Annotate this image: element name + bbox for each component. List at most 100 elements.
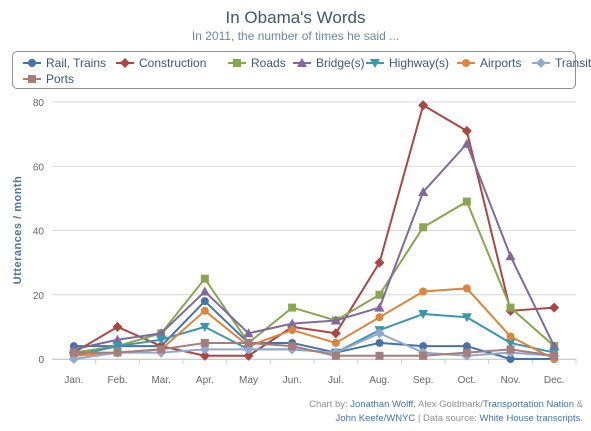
legend-label: Bridge(s) <box>316 56 365 70</box>
data-point-construction[interactable] <box>330 328 341 339</box>
series-line-rail-trains[interactable] <box>73 300 555 360</box>
data-point-ports[interactable] <box>244 338 253 347</box>
x-tick-label: Jun. <box>283 375 302 386</box>
legend-label: Rail, Trains <box>46 56 107 70</box>
legend-marker-icon[interactable] <box>462 59 470 67</box>
data-point-ports[interactable] <box>113 348 122 357</box>
legend-symbol-icon <box>228 59 246 67</box>
data-point-airports[interactable] <box>288 326 297 335</box>
data-point-highway-s[interactable] <box>461 313 472 323</box>
legend-marker-icon[interactable] <box>233 59 241 67</box>
x-tick-label: Oct. <box>458 375 476 386</box>
legend-marker-icon[interactable] <box>370 59 380 68</box>
legend-symbol-icon <box>293 58 311 67</box>
data-point-airports[interactable] <box>200 306 209 315</box>
data-point-airports[interactable] <box>331 338 340 347</box>
grid-lines <box>52 101 576 360</box>
data-point-construction[interactable] <box>549 302 560 313</box>
data-point-bridge-s[interactable] <box>549 341 560 351</box>
legend-marker-icon[interactable] <box>297 58 307 67</box>
data-point-ports[interactable] <box>200 338 209 347</box>
series-line-bridge-s[interactable] <box>73 142 556 351</box>
data-point-bridge-s[interactable] <box>330 315 341 325</box>
data-point-ports[interactable] <box>419 351 428 360</box>
data-point-bridge-s[interactable] <box>156 328 167 338</box>
data-point-roads[interactable] <box>462 197 471 206</box>
data-point-highway-s[interactable] <box>156 335 167 345</box>
credits-org1-link[interactable]: Transportation Nation <box>483 399 575 410</box>
data-point-ports[interactable] <box>288 342 297 351</box>
legend-symbol-icon <box>116 58 134 68</box>
data-point-transit[interactable] <box>374 328 385 339</box>
data-point-construction[interactable] <box>461 125 472 136</box>
data-point-roads[interactable] <box>419 223 428 232</box>
data-point-bridge-s[interactable] <box>461 138 472 148</box>
data-point-roads[interactable] <box>288 303 297 312</box>
data-point-ports[interactable] <box>462 348 471 357</box>
data-point-construction[interactable] <box>243 350 254 361</box>
data-point-ports[interactable] <box>331 351 340 360</box>
x-tick-label: Mar. <box>151 375 170 386</box>
data-point-highway-s[interactable] <box>418 310 429 320</box>
credits-end: . <box>580 413 583 424</box>
y-tick-label: 40 <box>33 227 45 238</box>
x-tick-label: Nov. <box>501 375 521 386</box>
data-point-rail-trains[interactable] <box>375 338 384 347</box>
data-point-highway-s[interactable] <box>199 322 210 332</box>
data-point-construction[interactable] <box>199 350 210 361</box>
data-point-ports[interactable] <box>506 345 515 354</box>
data-point-bridge-s[interactable] <box>112 334 123 344</box>
legend-symbol-icon <box>23 59 41 67</box>
credits-author1-link[interactable]: Jonathan Wolff <box>350 399 414 410</box>
credits-sep1: , Alex Goldmark/ <box>413 399 483 410</box>
legend-label: Transit <box>555 56 591 70</box>
data-point-bridge-s[interactable] <box>199 286 210 296</box>
series-line-ports[interactable] <box>73 341 555 357</box>
data-point-bridge-s[interactable] <box>243 328 254 338</box>
data-point-ports[interactable] <box>69 348 78 357</box>
legend-marker-icon[interactable] <box>536 58 546 68</box>
data-point-airports[interactable] <box>375 313 384 322</box>
legend: Rail, Trains Construction Roads Bridge(s) Hi… <box>12 51 591 89</box>
legend-marker-icon[interactable] <box>120 58 130 68</box>
y-tick-label: 60 <box>33 162 45 173</box>
data-point-bridge-s[interactable] <box>505 251 516 261</box>
credits-author2-link[interactable]: John Keefe/WNYC <box>335 413 416 424</box>
data-point-construction[interactable] <box>418 100 429 111</box>
y-tick-label: 20 <box>33 291 45 302</box>
data-point-bridge-s[interactable] <box>418 186 429 196</box>
data-point-bridge-s[interactable] <box>374 302 385 312</box>
data-point-ports[interactable] <box>550 351 559 360</box>
chart-title: In Obama's Words <box>225 8 366 27</box>
legend-marker-icon[interactable] <box>28 75 36 83</box>
x-tick-label: May <box>239 375 258 386</box>
y-axis-ticks: 0 20 40 60 80 <box>33 98 45 366</box>
legend-symbol-icon <box>366 59 384 68</box>
data-point-bridge-s[interactable] <box>287 318 298 328</box>
data-point-ports[interactable] <box>157 345 166 354</box>
credits-source-link[interactable]: White House transcripts <box>479 413 581 424</box>
legend-marker-icon[interactable] <box>28 59 36 67</box>
series-line-roads[interactable] <box>73 200 555 354</box>
data-point-airports[interactable] <box>462 284 471 293</box>
x-tick-label: Apr. <box>196 375 214 386</box>
data-point-rail-trains[interactable] <box>462 342 471 351</box>
data-point-airports[interactable] <box>419 287 428 296</box>
data-point-roads[interactable] <box>375 290 384 299</box>
data-point-construction[interactable] <box>112 321 123 332</box>
data-point-construction[interactable] <box>374 257 385 268</box>
y-tick-label: 0 <box>38 355 44 366</box>
data-point-rail-trains[interactable] <box>419 342 428 351</box>
data-point-ports[interactable] <box>375 351 384 360</box>
data-point-roads[interactable] <box>200 274 209 283</box>
data-point-rail-trains[interactable] <box>506 355 515 363</box>
data-point-rail-trains[interactable] <box>200 297 209 306</box>
data-point-highway-s[interactable] <box>112 342 123 352</box>
x-tick-label: Jul. <box>328 375 344 386</box>
data-point-roads[interactable] <box>506 303 515 312</box>
legend-symbol-icon <box>23 75 41 83</box>
data-point-highway-s[interactable] <box>505 338 516 348</box>
series-lines <box>68 100 560 364</box>
data-point-airports[interactable] <box>506 332 515 341</box>
